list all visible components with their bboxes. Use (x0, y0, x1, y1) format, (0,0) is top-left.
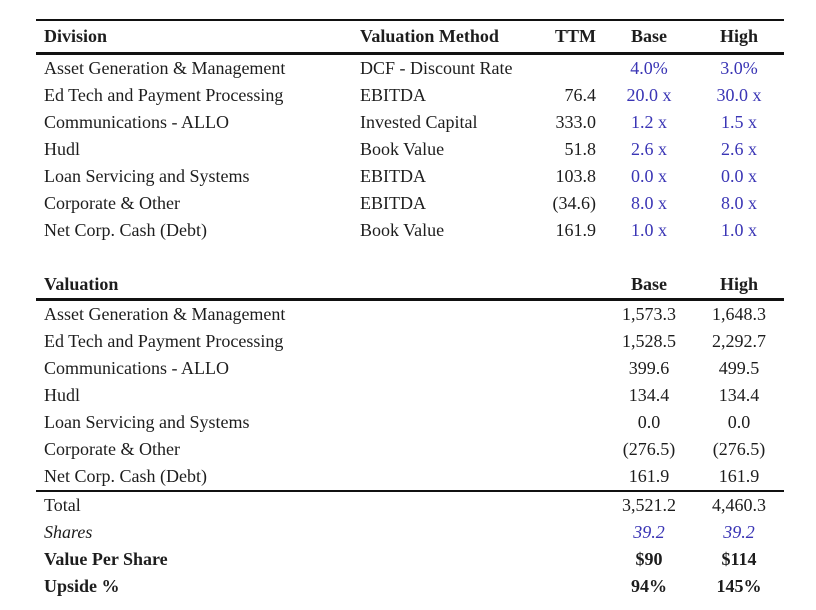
valuation-header-row: Valuation Base High (36, 271, 784, 301)
column-header-high: High (694, 271, 784, 301)
valuation-method-cell: DCF - Discount Rate (360, 58, 513, 78)
ttm-cell: (34.6) (552, 193, 597, 213)
table-row: Net Corp. Cash (Debt) Book Value 161.9 1.0 … (36, 217, 784, 244)
ttm-cell (522, 54, 604, 83)
base-value-cell: 0.0 (637, 412, 661, 432)
ttm-cell: 76.4 (564, 85, 597, 105)
valuation-summary-table: Valuation Base High Asset Generation & Man… (36, 271, 784, 600)
table-row: Net Corp. Cash (Debt) 161.9 161.9 (36, 463, 784, 491)
high-multiple-cell: 3.0% (720, 58, 758, 78)
ttm-cell: 51.8 (564, 139, 597, 159)
valuation-method-cell: EBITDA (360, 85, 426, 105)
table-row: Hudl 134.4 134.4 (36, 382, 784, 409)
column-header-high: High (694, 20, 784, 55)
division-cell: Communications - ALLO (44, 112, 229, 132)
high-multiple-cell: 1.0 x (721, 220, 757, 240)
division-cell: Net Corp. Cash (Debt) (44, 220, 207, 240)
base-value-cell: 399.6 (628, 358, 670, 378)
table-row: Loan Servicing and Systems 0.0 0.0 (36, 409, 784, 436)
high-value-cell: 0.0 (727, 412, 751, 432)
valuation-label-cell: Asset Generation & Management (44, 304, 286, 324)
valuation-label-cell: Net Corp. Cash (Debt) (44, 466, 207, 486)
valuation-method-cell: EBITDA (360, 193, 426, 213)
division-assumptions-table: Division Valuation Method TTM Base High Asse… (36, 19, 784, 244)
base-value-cell: 134.4 (628, 385, 670, 405)
division-cell: Loan Servicing and Systems (44, 166, 250, 186)
high-multiple-cell: 30.0 x (716, 85, 762, 105)
base-value-cell: 3,521.2 (604, 490, 694, 519)
valuation-label-cell: Hudl (44, 385, 80, 405)
high-value-cell: 1,648.3 (712, 304, 766, 324)
valuation-method-cell: Book Value (360, 139, 445, 159)
table-row: Corporate & Other EBITDA (34.6) 8.0 x 8.0 x (36, 190, 784, 217)
valuation-method-cell: EBITDA (360, 166, 426, 186)
column-header-base: Base (604, 271, 694, 301)
base-value-cell: 1,573.3 (622, 304, 676, 324)
base-multiple-cell: 8.0 x (631, 193, 667, 213)
table-row: Total 3,521.2 4,460.3 (36, 490, 784, 519)
high-value-cell: 39.2 (723, 522, 755, 542)
column-header-base: Base (604, 20, 694, 55)
valuation-label-cell: Communications - ALLO (44, 358, 229, 378)
high-value-cell: $114 (721, 549, 757, 569)
table-row: Loan Servicing and Systems EBITDA 103.8 0.0… (36, 163, 784, 190)
base-value-cell: 1,528.5 (622, 331, 676, 351)
division-cell: Hudl (44, 139, 80, 159)
table-row: Shares 39.2 39.2 (36, 519, 784, 546)
table-row: Ed Tech and Payment Processing EBITDA 76.4… (36, 82, 784, 109)
valuation-method-cell: Book Value (360, 220, 445, 240)
base-value-cell: $90 (635, 549, 663, 569)
base-value-cell: (276.5) (622, 439, 676, 459)
high-value-cell: (276.5) (712, 439, 766, 459)
table-row: Asset Generation & Management DCF - Disco… (36, 54, 784, 83)
table-row: Communications - ALLO 399.6 499.5 (36, 355, 784, 382)
table-row: Hudl Book Value 51.8 2.6 x 2.6 x (36, 136, 784, 163)
valuation-sheet: Division Valuation Method TTM Base High Asse… (0, 19, 816, 610)
column-header-method: Valuation Method (352, 20, 522, 55)
division-cell: Ed Tech and Payment Processing (44, 85, 284, 105)
base-multiple-cell: 1.0 x (631, 220, 667, 240)
valuation-label-cell: Total (36, 490, 604, 519)
valuation-label-cell: Value Per Share (44, 549, 168, 569)
base-multiple-cell: 0.0 x (631, 166, 667, 186)
base-multiple-cell: 4.0% (630, 58, 668, 78)
high-multiple-cell: 1.5 x (721, 112, 757, 132)
high-value-cell: 145% (716, 576, 762, 596)
column-header-label: Valuation (36, 271, 604, 301)
base-value-cell: 39.2 (633, 522, 665, 542)
high-value-cell: 499.5 (718, 358, 760, 378)
division-cell: Asset Generation & Management (44, 58, 286, 78)
table-row: Asset Generation & Management 1,573.3 1,64… (36, 300, 784, 329)
table-row: Upside % 94% 145% (36, 573, 784, 600)
valuation-label-cell: Upside % (44, 576, 120, 596)
ttm-cell: 103.8 (555, 166, 597, 186)
valuation-label-cell: Shares (44, 522, 93, 542)
high-value-cell: 4,460.3 (694, 490, 784, 519)
column-header-ttm: TTM (522, 20, 604, 55)
valuation-label-cell: Corporate & Other (44, 439, 180, 459)
ttm-cell: 333.0 (555, 112, 597, 132)
valuation-method-cell: Invested Capital (360, 112, 478, 132)
base-value-cell: 161.9 (628, 466, 670, 486)
high-multiple-cell: 0.0 x (721, 166, 757, 186)
table-row: Communications - ALLO Invested Capital 333… (36, 109, 784, 136)
high-value-cell: 161.9 (718, 466, 760, 486)
high-value-cell: 134.4 (718, 385, 760, 405)
base-multiple-cell: 2.6 x (631, 139, 667, 159)
valuation-label-cell: Ed Tech and Payment Processing (44, 331, 284, 351)
valuation-label-cell: Loan Servicing and Systems (44, 412, 250, 432)
ttm-cell: 161.9 (555, 220, 597, 240)
division-cell: Corporate & Other (44, 193, 180, 213)
assumptions-header-row: Division Valuation Method TTM Base High (36, 20, 784, 55)
base-value-cell: 94% (631, 576, 667, 596)
high-value-cell: 2,292.7 (712, 331, 766, 351)
table-row: Value Per Share $90 $114 (36, 546, 784, 573)
base-multiple-cell: 20.0 x (626, 85, 672, 105)
column-header-division: Division (36, 20, 352, 55)
high-multiple-cell: 2.6 x (721, 139, 757, 159)
table-row: Corporate & Other (276.5) (276.5) (36, 436, 784, 463)
high-multiple-cell: 8.0 x (721, 193, 757, 213)
base-multiple-cell: 1.2 x (631, 112, 667, 132)
table-row: Ed Tech and Payment Processing 1,528.5 2,2… (36, 328, 784, 355)
